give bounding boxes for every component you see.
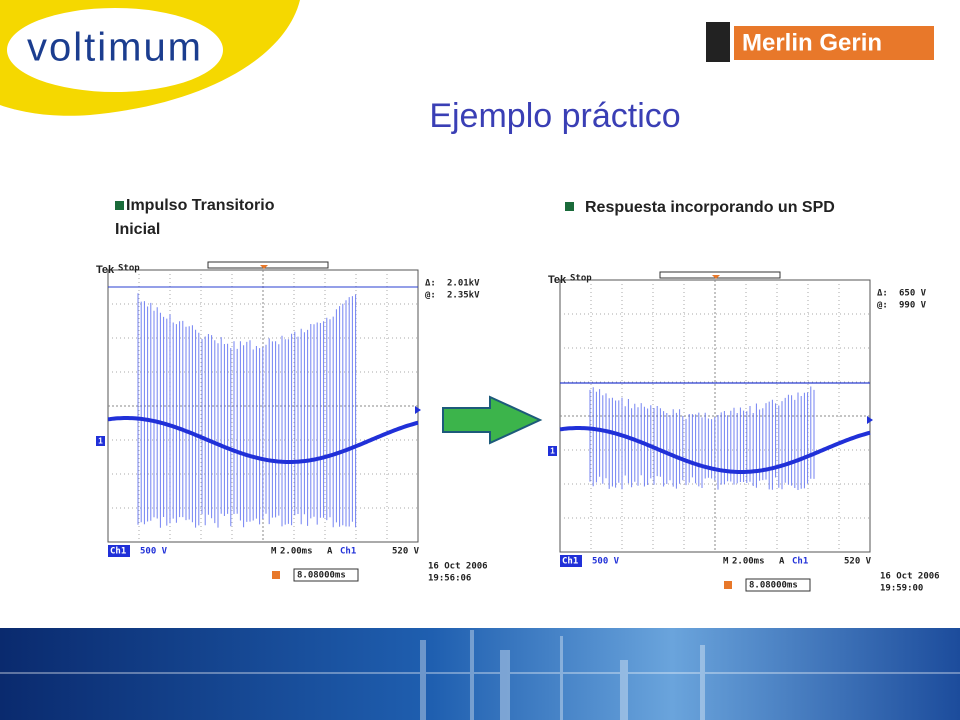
level-arrow xyxy=(415,406,421,414)
readout-symbol: @: xyxy=(877,301,888,311)
level-arrow xyxy=(867,416,873,424)
readout-symbol: Δ: xyxy=(877,289,888,299)
date: 16 Oct 2006 xyxy=(428,562,488,572)
time: 19:56:06 xyxy=(428,574,471,584)
timebase-prefix: M xyxy=(723,557,729,567)
scope-brand: Tek xyxy=(548,274,567,286)
channel-box xyxy=(560,555,582,567)
scale: 500 V xyxy=(592,557,620,567)
trigger-position-box xyxy=(745,578,811,592)
trigger-level: 520 V xyxy=(844,557,872,567)
trigger-arrow xyxy=(712,275,720,279)
channel-marker-box xyxy=(548,446,557,456)
channel: Ch1 xyxy=(110,547,126,557)
scope-status: Stop xyxy=(570,274,592,284)
readout-value: 650 V xyxy=(899,289,927,299)
bullet-icon xyxy=(565,202,574,211)
trigger-marker-top xyxy=(207,261,329,269)
trigger-level: 520 V xyxy=(392,547,420,557)
transient-spikes xyxy=(589,386,815,490)
readout-value: 2.35kV xyxy=(447,291,480,301)
trigger-position-box xyxy=(293,568,359,582)
channel: Ch1 xyxy=(562,557,578,567)
bullet: Respuesta incorporando un SPD xyxy=(585,199,835,216)
trigger-icon xyxy=(272,571,280,579)
oscilloscope: 1 Tek Stop Δ: 2.01kV @: 2.35kV Ch1 500 V M 2.00ms A… xyxy=(96,261,488,584)
timebase: 2.00ms xyxy=(280,547,313,557)
time: 19:59:00 xyxy=(880,584,923,594)
timebase-prefix: M xyxy=(271,547,277,557)
banner-streaks xyxy=(0,630,960,720)
trigger-arrow xyxy=(260,265,268,269)
readout-symbol: @: xyxy=(425,291,436,301)
trigger-mode: A xyxy=(779,557,785,567)
footer-banner xyxy=(0,628,960,720)
trigger-position: 8.08000ms xyxy=(297,571,346,581)
oscilloscope: 1 Tek Stop Δ: 650 V @: 990 V Ch1 500 V M 2.00ms A Ch… xyxy=(548,271,940,594)
logo-oval xyxy=(7,8,223,92)
arrow xyxy=(442,395,543,445)
logo: voltimum xyxy=(27,26,203,70)
channel-marker: 1 xyxy=(550,447,555,456)
channel-marker-box xyxy=(96,436,105,446)
scope-status: Stop xyxy=(118,264,140,274)
readout-symbol: Δ: xyxy=(425,279,436,289)
trigger-position: 8.08000ms xyxy=(749,581,798,591)
waveform xyxy=(559,426,871,474)
channel-marker: 1 xyxy=(98,437,103,446)
brand: Merlin Gerin xyxy=(742,29,882,56)
bullet-icon xyxy=(115,201,124,210)
channel-box xyxy=(108,545,130,557)
trigger-marker-top xyxy=(659,271,781,279)
date: 16 Oct 2006 xyxy=(880,572,940,582)
brand-box xyxy=(734,26,934,60)
readout-value: 990 V xyxy=(899,301,927,311)
transient-spikes xyxy=(137,293,357,528)
trigger-channel: Ch1 xyxy=(340,547,356,557)
brand-icon xyxy=(706,22,730,62)
readout-value: 2.01kV xyxy=(447,279,480,289)
bullet: Impulso Transitorio Inicial xyxy=(115,197,275,238)
timebase: 2.00ms xyxy=(732,557,765,567)
waveform xyxy=(107,416,419,464)
trigger-channel: Ch1 xyxy=(792,557,808,567)
trigger-mode: A xyxy=(327,547,333,557)
scale: 500 V xyxy=(140,547,168,557)
slide-title: Ejemplo práctico xyxy=(429,97,680,135)
trigger-icon xyxy=(724,581,732,589)
scope-brand: Tek xyxy=(96,264,115,276)
